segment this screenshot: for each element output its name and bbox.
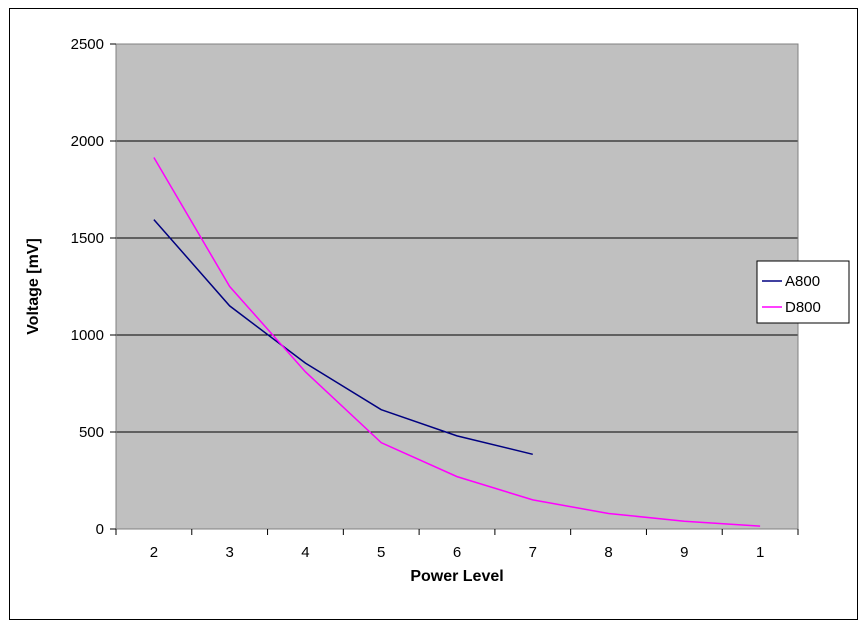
y-axis-title: Voltage [mV] [25,238,42,335]
x-tick-label: 4 [301,544,309,561]
series-lines [153,157,761,527]
legend-label: D800 [785,299,821,316]
x-tick-label: 8 [604,544,612,561]
y-tick-label: 1500 [71,230,104,247]
y-axis-ticks: 0 500 1000 1500 2000 2500 [71,36,116,538]
x-axis-ticks: 2 3 4 5 6 7 8 9 1 [115,529,799,561]
legend-box [756,260,850,324]
legend-label: A800 [785,273,820,290]
x-tick-label: 3 [225,544,233,561]
y-tick-label: 500 [79,424,104,441]
y-tick-label: 0 [96,521,104,538]
y-tick-label: 2500 [71,36,104,53]
y-tick-label: 1000 [71,327,104,344]
x-tick-label: 6 [453,544,461,561]
series-line-a800 [153,219,533,456]
y-tick-label: 2000 [71,133,104,150]
x-tick-label: 7 [529,544,537,561]
x-tick-label: 5 [377,544,385,561]
x-tick-label: 2 [150,544,158,561]
x-axis-title: Power Level [410,568,503,585]
legend: A800 D800 [756,260,850,324]
x-tick-label: 9 [680,544,688,561]
series-line-d800 [153,157,761,527]
plot-area [116,44,798,529]
x-tick-label: 1 [756,544,764,561]
